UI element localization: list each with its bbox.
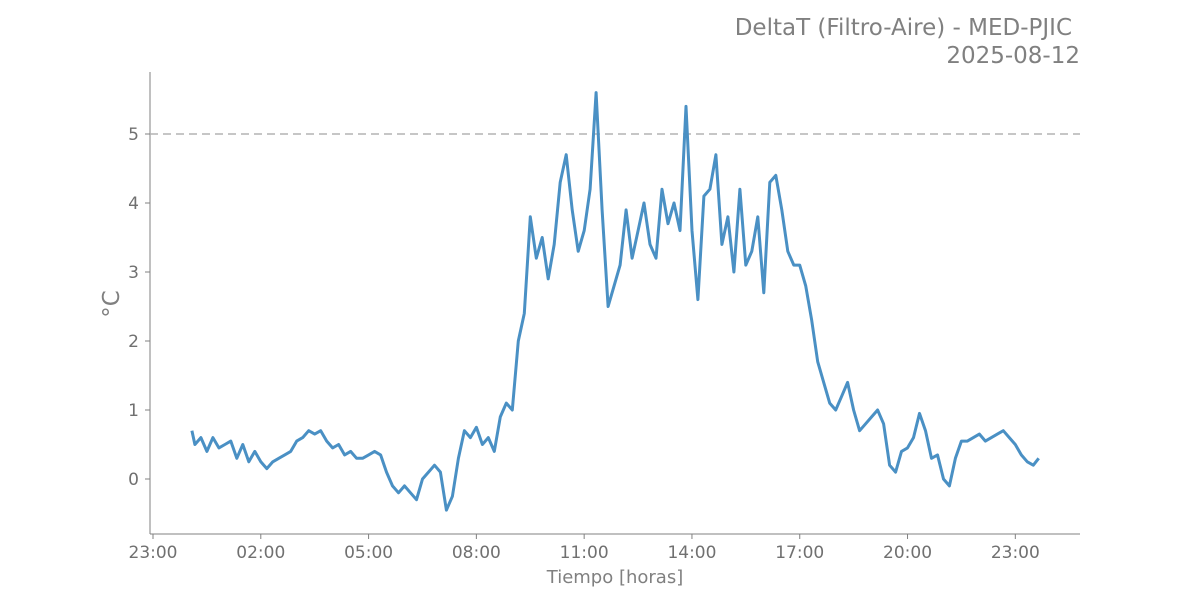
x-tick-label: 23:00 [991, 543, 1040, 563]
y-tick-label: 2 [128, 332, 139, 352]
x-tick-label: 08:00 [452, 543, 501, 563]
series-line [190, 91, 1040, 512]
chart-subtitle: 2025-08-12 [946, 43, 1080, 69]
x-tick-label: 23:00 [129, 543, 178, 563]
x-tick-label: 20:00 [883, 543, 932, 563]
y-tick-label: 3 [128, 263, 139, 283]
y-axis-label: °C [99, 290, 125, 318]
y-tick-label: 1 [128, 401, 139, 421]
chart-title: DeltaT (Filtro-Aire) - MED-PJIC [734, 15, 1072, 41]
x-tick-label: 14:00 [667, 543, 716, 563]
y-tick-label: 5 [128, 125, 139, 145]
y-tick-label: 0 [128, 470, 139, 490]
x-tick-label: 02:00 [236, 543, 285, 563]
x-tick-label: 11:00 [560, 543, 609, 563]
x-axis-label: Tiempo [horas] [546, 567, 684, 588]
x-tick-label: 17:00 [775, 543, 824, 563]
x-tick-label: 05:00 [344, 543, 393, 563]
y-tick-label: 4 [128, 194, 139, 214]
